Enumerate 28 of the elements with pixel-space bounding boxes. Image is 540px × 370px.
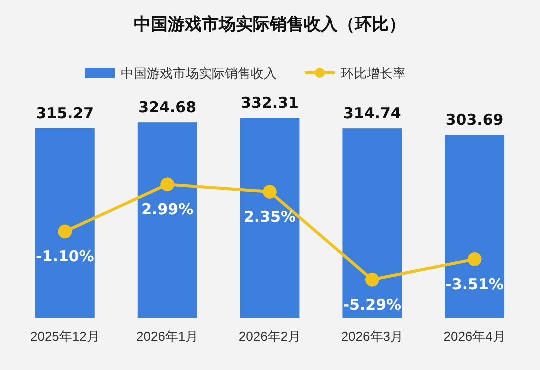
chart-title: 中国游戏市场实际销售收入（环比） xyxy=(134,15,406,35)
data-label: 303.69 xyxy=(446,111,504,130)
legend-label: 环比增长率 xyxy=(341,66,406,82)
data-label: 332.31 xyxy=(241,94,299,112)
x-tick-label: 2026年3月 xyxy=(341,329,404,344)
data-label: 315.27 xyxy=(36,104,94,122)
point xyxy=(160,178,174,192)
point xyxy=(468,252,482,266)
x-tick-label: 2026年2月 xyxy=(238,329,302,344)
x-tick-label: 2026年4月 xyxy=(444,329,506,344)
data-label: 2.99% xyxy=(142,200,194,219)
bar xyxy=(445,135,505,318)
legend-label: 中国游戏市场实际销售收入 xyxy=(121,67,277,82)
data-label: -3.51% xyxy=(446,275,504,294)
data-label: -5.29% xyxy=(343,296,402,314)
point xyxy=(58,224,72,239)
bar xyxy=(138,122,198,318)
bar xyxy=(35,128,95,318)
data-label: 2.35% xyxy=(244,208,296,226)
point xyxy=(263,185,277,199)
bar xyxy=(240,118,300,318)
data-label: 314.74 xyxy=(343,104,402,123)
x-tick-label: 2026年1月 xyxy=(136,329,199,344)
data-label: -1.10% xyxy=(36,248,94,266)
bar xyxy=(342,128,402,318)
x-tick-label: 2025年12月 xyxy=(30,329,100,344)
point xyxy=(366,273,380,287)
data-label: 324.68 xyxy=(138,98,197,117)
